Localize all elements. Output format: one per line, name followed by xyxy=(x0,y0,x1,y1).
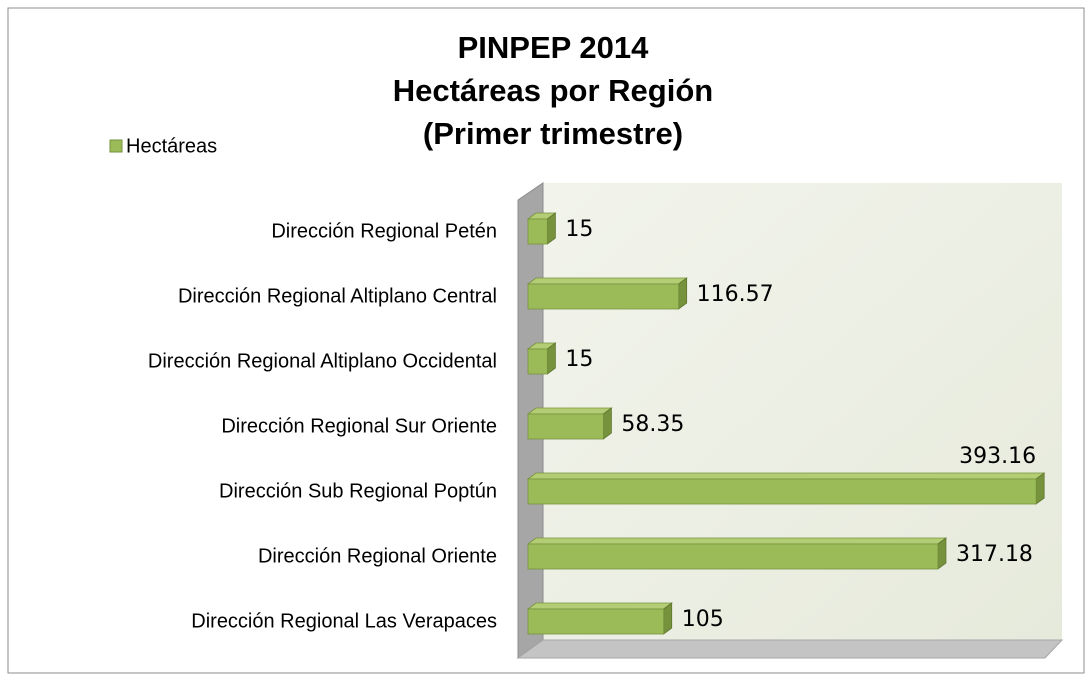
y-tick-label: Dirección Regional Altiplano Central xyxy=(178,285,497,307)
data-label: 105 xyxy=(682,607,724,632)
bar-top xyxy=(526,407,613,415)
bar xyxy=(527,348,548,375)
bar-side xyxy=(663,602,673,635)
chart-title: PINPEP 2014 xyxy=(458,30,649,65)
bar-side xyxy=(546,212,556,245)
bar xyxy=(527,478,1037,505)
bar xyxy=(527,283,680,310)
y-tick-label: Dirección Regional Petén xyxy=(271,220,497,242)
bar-side xyxy=(937,537,947,570)
legend-label: Hectáreas xyxy=(126,135,217,157)
legend-swatch xyxy=(109,139,123,153)
floor xyxy=(516,639,1064,659)
bar-side xyxy=(1035,472,1045,505)
data-label: 15 xyxy=(565,217,593,242)
y-tick-label: Dirección Regional Oriente xyxy=(258,545,497,567)
bar xyxy=(527,218,548,245)
y-tick-label: Dirección Regional Las Verapaces xyxy=(191,610,497,632)
bar-top xyxy=(526,537,948,545)
bar xyxy=(527,543,939,570)
bar-top xyxy=(526,602,673,610)
data-label: 15 xyxy=(565,347,593,372)
bar xyxy=(527,608,665,635)
bar-side xyxy=(603,407,612,440)
bar-side xyxy=(546,342,556,375)
bar-side xyxy=(678,277,688,310)
chart-title: (Primer trimestre) xyxy=(423,116,683,151)
chart-title: Hectáreas por Región xyxy=(393,73,713,108)
data-label: 317.18 xyxy=(956,542,1033,567)
bar-top xyxy=(526,277,688,285)
y-tick-label: Dirección Regional Sur Oriente xyxy=(221,415,497,437)
y-tick-label: Dirección Regional Altiplano Occidental xyxy=(148,350,497,372)
data-label: 393.16 xyxy=(959,444,1036,469)
y-tick-label: Dirección Sub Regional Poptún xyxy=(219,480,497,502)
data-label: 58.35 xyxy=(621,412,684,437)
bar xyxy=(527,413,604,440)
bar-top xyxy=(526,472,1046,480)
data-label: 116.57 xyxy=(697,282,774,307)
